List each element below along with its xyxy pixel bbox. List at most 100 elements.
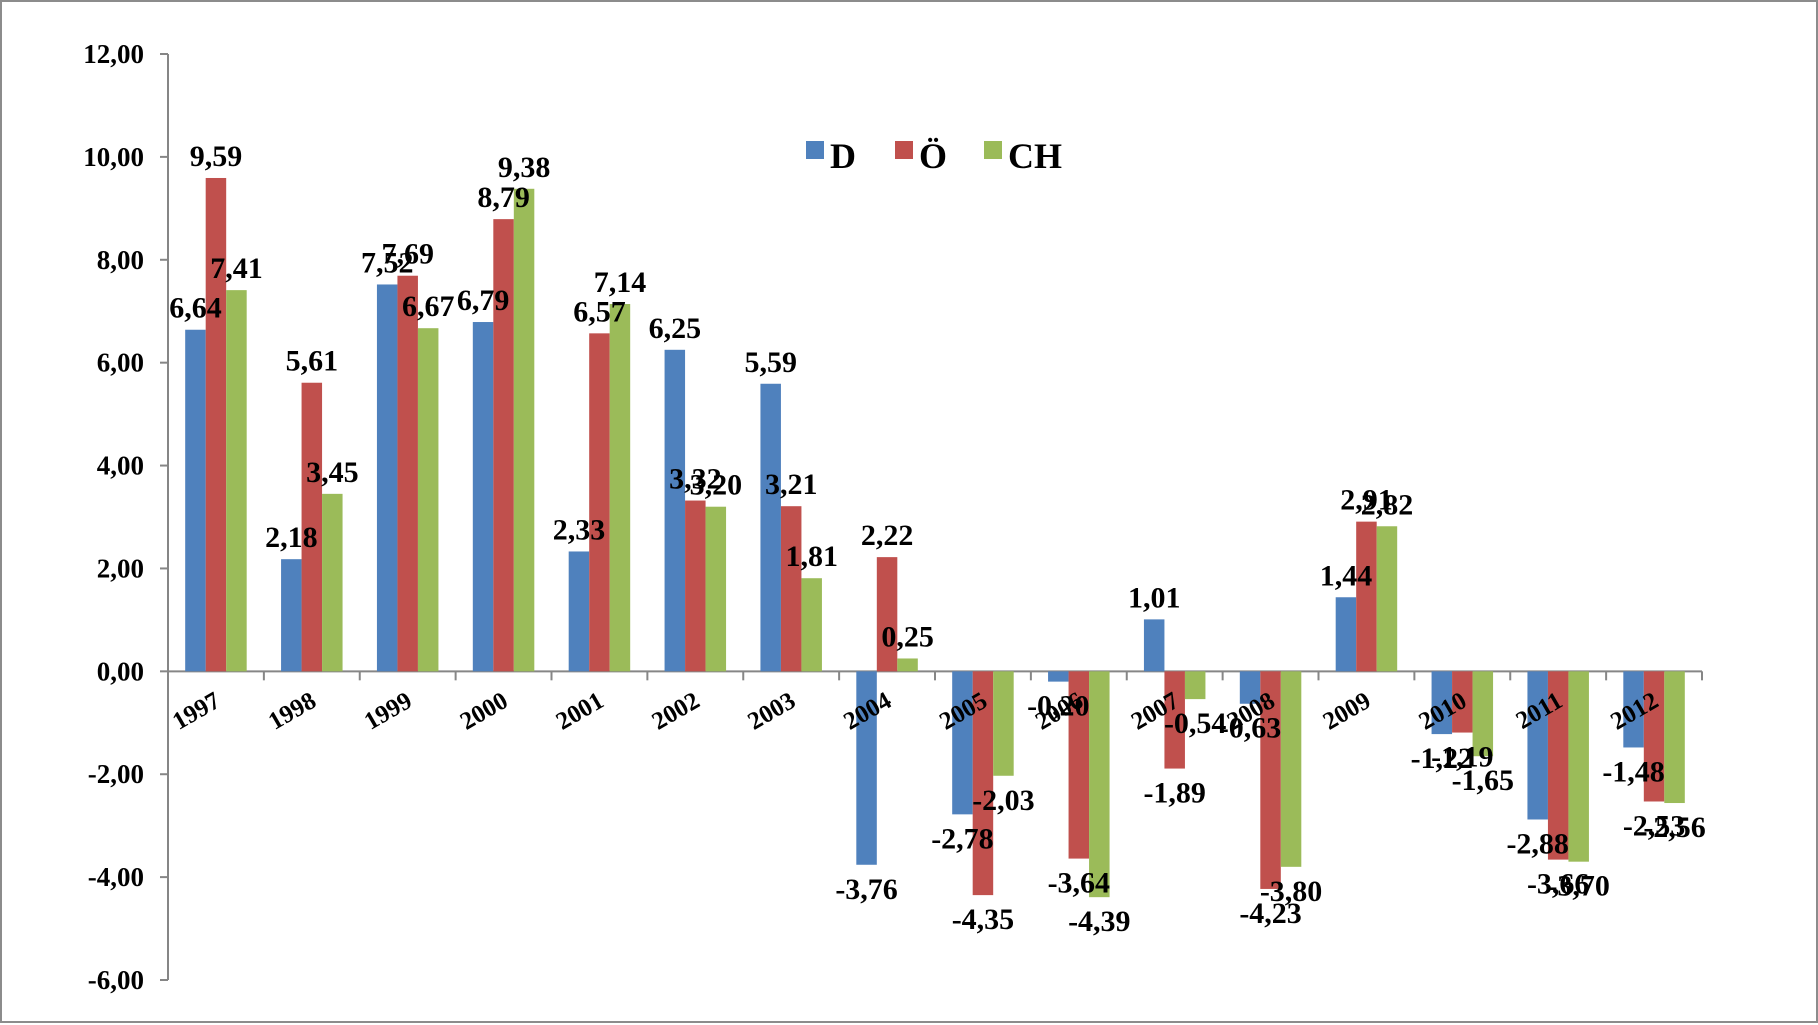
y-tick-label: 10,00: [83, 142, 144, 172]
bar-Ö-2009: [1356, 521, 1377, 672]
bar-D-2010: [1431, 671, 1453, 735]
bar-CH-2006: [1089, 671, 1110, 898]
bar-D-1999: [376, 284, 398, 672]
data-label-D: 2,18: [265, 521, 318, 554]
bar-CH-2001: [609, 304, 631, 672]
bar-D-2009: [1335, 597, 1357, 672]
x-category-label: 2002: [648, 687, 705, 735]
bar-Ö-2005: [972, 671, 994, 896]
legend-swatch-CH: [984, 141, 1002, 159]
bar-CH-2010: [1472, 671, 1494, 757]
data-label-CH: 3,45: [306, 456, 359, 489]
data-label-Ö: 6,57: [573, 295, 626, 328]
data-label-D: 2,33: [553, 513, 606, 546]
data-label-CH: -4,39: [1068, 905, 1131, 938]
bar-D-1998: [281, 559, 302, 672]
bar-Ö-2006: [1068, 671, 1090, 859]
y-tick-label: 4,00: [97, 451, 144, 481]
data-label-CH: -1,65: [1452, 764, 1515, 797]
data-label-D: 6,25: [649, 312, 702, 345]
bar-D-2003: [760, 383, 781, 672]
bar-Ö-1999: [397, 275, 418, 672]
y-tick-label: -6,00: [88, 965, 144, 995]
x-category-label: 1999: [360, 687, 417, 735]
data-label-Ö: 9,59: [190, 140, 243, 173]
data-label-D: 6,64: [169, 292, 222, 325]
data-label-D: 1,44: [1320, 559, 1373, 592]
bar-CH-1999: [417, 328, 439, 672]
legend-label-Ö: Ö: [919, 136, 947, 176]
data-label-D: -2,78: [931, 822, 994, 855]
x-category-label: 1998: [264, 687, 321, 735]
data-label-Ö: 7,69: [381, 238, 434, 271]
data-label-CH: -0,54: [1164, 707, 1227, 740]
data-label-CH: 7,41: [210, 252, 263, 285]
x-category-label: 2000: [456, 687, 513, 735]
data-label-CH: -3,80: [1260, 875, 1323, 908]
bar-CH-2005: [993, 671, 1014, 776]
y-tick-label: -4,00: [88, 862, 144, 892]
data-label-Ö: 5,61: [286, 345, 339, 378]
y-tick-label: 12,00: [83, 39, 144, 69]
bar-CH-2000: [513, 188, 535, 672]
data-label-CH: 0,25: [881, 620, 934, 653]
bar-Ö-1998: [301, 382, 323, 672]
data-label-CH: 9,38: [498, 151, 551, 184]
data-label-D: 5,59: [744, 346, 797, 379]
bar-D-2001: [568, 551, 590, 672]
bars: [185, 177, 1685, 898]
data-label-Ö: -1,89: [1143, 777, 1206, 810]
bar-CH-2003: [801, 578, 822, 672]
data-label-D: -2,88: [1506, 827, 1569, 860]
y-tick-label: 6,00: [97, 348, 144, 378]
data-label-Ö: -3,66: [1527, 868, 1590, 901]
bar-D-2007: [1143, 619, 1165, 672]
data-label-Ö: -3,64: [1048, 867, 1111, 900]
data-label-CH: 1,81: [785, 540, 838, 573]
bar-Ö-2011: [1547, 671, 1569, 860]
bar-Ö-2012: [1643, 671, 1665, 802]
data-label-D: -0,20: [1027, 690, 1090, 723]
data-label-D: 7,52: [361, 246, 414, 279]
data-label-CH: 3,20: [690, 469, 743, 502]
data-label-D: 1,01: [1128, 581, 1181, 614]
data-label-D: -1,22: [1411, 742, 1474, 775]
data-label-D: -0,63: [1219, 712, 1282, 745]
bar-D-2008: [1239, 671, 1261, 704]
data-label-CH: 2,82: [1361, 488, 1414, 521]
data-label-Ö: -2,53: [1623, 809, 1686, 842]
legend-label-D: D: [830, 136, 856, 176]
bar-D-2000: [472, 322, 494, 672]
bar-CH-2011: [1568, 671, 1589, 862]
x-category-label: 2001: [552, 687, 609, 735]
y-tick-label: -2,00: [88, 759, 144, 789]
bar-Ö-2001: [589, 333, 610, 672]
bar-CH-1998: [322, 493, 343, 672]
bar-D-2011: [1527, 671, 1548, 820]
data-label-Ö: 8,79: [477, 181, 530, 214]
data-label-Ö: -1,19: [1431, 741, 1494, 774]
bar-D-1997: [185, 329, 206, 672]
bar-CH-2002: [705, 506, 727, 672]
data-label-Ö: 3,21: [765, 468, 818, 501]
x-category-label: 2003: [743, 687, 800, 735]
bar-CH-1997: [226, 290, 247, 672]
data-label-CH: -3,70: [1547, 870, 1610, 903]
y-tick-label: 2,00: [97, 553, 144, 583]
bar-Ö-2007: [1164, 671, 1185, 769]
data-label-Ö: 3,32: [669, 463, 722, 496]
bar-CH-2012: [1664, 671, 1685, 804]
x-category-label: 2009: [1319, 687, 1376, 735]
legend-swatch-Ö: [895, 141, 913, 159]
bar-Ö-2008: [1260, 671, 1281, 889]
bar-D-2004: [856, 671, 877, 865]
x-category-label: 1997: [168, 687, 225, 735]
bar-D-2005: [952, 671, 973, 815]
bar-Ö-2002: [685, 500, 706, 672]
bar-Ö-1997: [205, 177, 227, 672]
data-label-CH: -2,03: [972, 784, 1035, 817]
data-label-Ö: 2,91: [1340, 484, 1393, 517]
legend: D Ö CH: [806, 136, 1062, 176]
